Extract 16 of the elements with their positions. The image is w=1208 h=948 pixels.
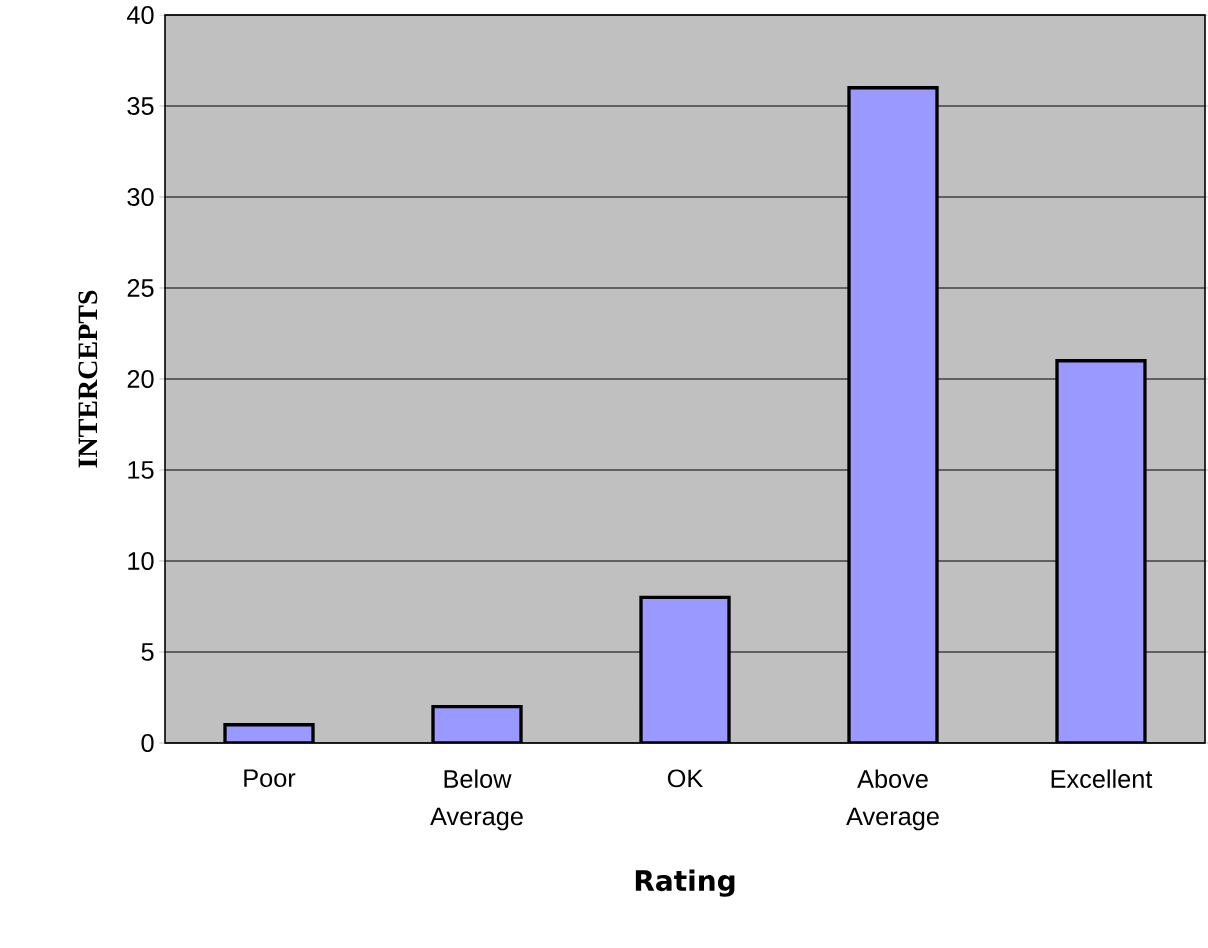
y-tick-label: 25 — [127, 279, 154, 297]
y-tick-label: 20 — [127, 370, 154, 388]
y-tick-label: 35 — [127, 97, 154, 115]
y-tick-label: 0 — [141, 734, 154, 752]
y-tick-label: 10 — [128, 552, 154, 570]
y-tick-label: 30 — [127, 188, 154, 206]
y-axis-title: INTERCEPTS — [78, 290, 98, 468]
x-tick-label: Poor — [244, 769, 296, 788]
y-tick-label: 15 — [128, 461, 154, 479]
x-tick-label: OK — [667, 769, 704, 788]
x-tick-label: Excellent — [1051, 769, 1153, 788]
y-tick-label: 5 — [141, 643, 154, 661]
x-tick-label: Below Average — [430, 769, 523, 831]
y-tick-label: 40 — [127, 6, 154, 24]
x-tick-label: Above Average — [846, 769, 939, 831]
x-axis-title: Rating — [635, 869, 735, 897]
